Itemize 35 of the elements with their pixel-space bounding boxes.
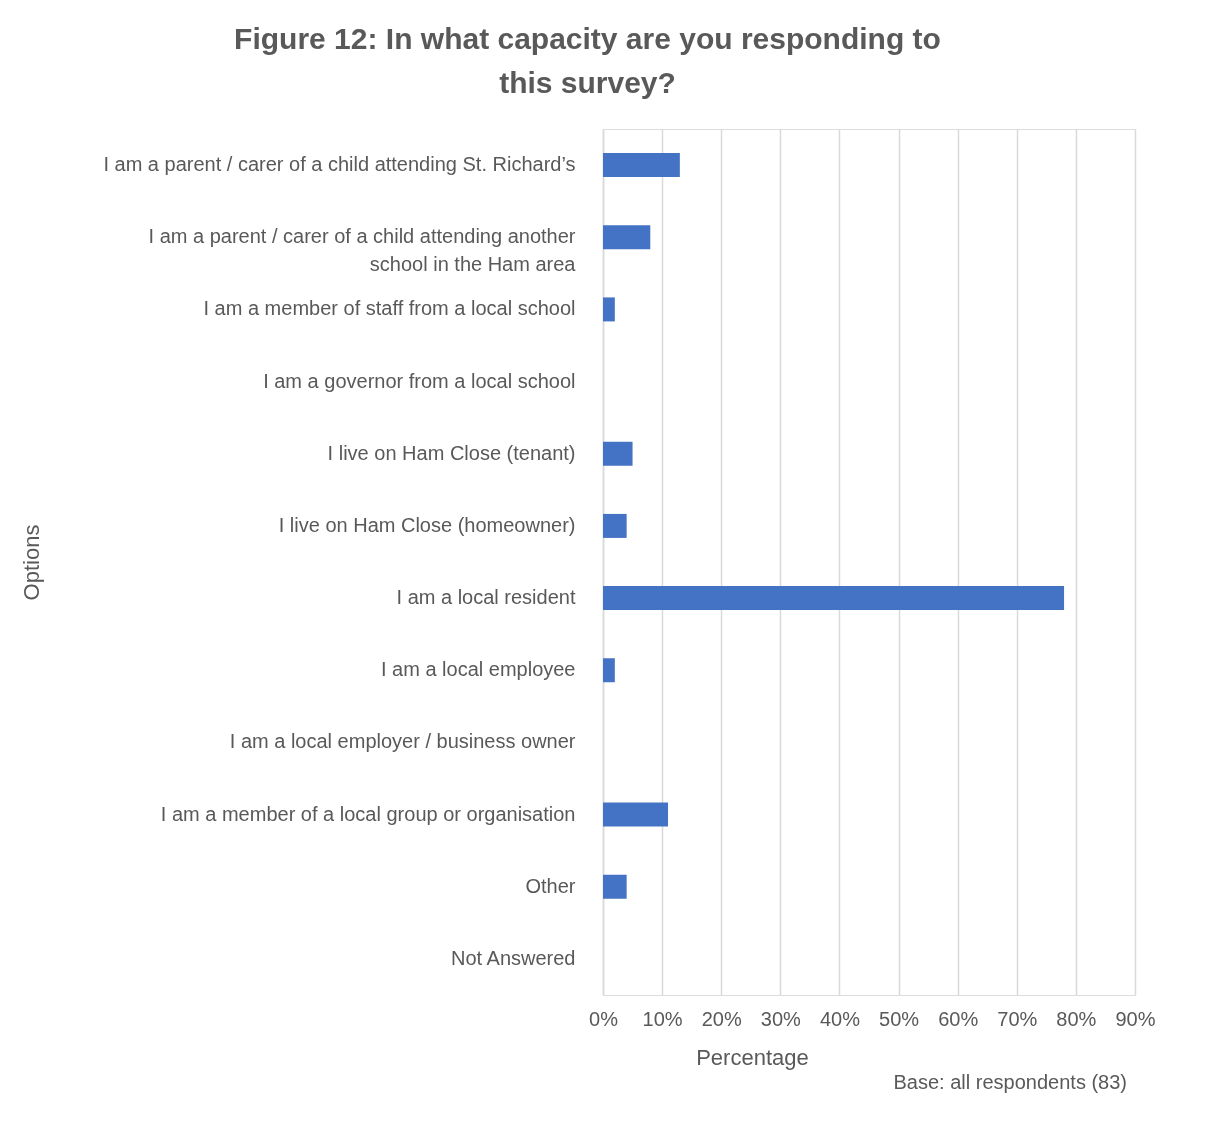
x-axis-title: Percentage — [696, 1044, 809, 1070]
y-tick-label: I am a local employee — [380, 658, 576, 681]
y-tick-label: I am a parent / carer of a child attending St. Richard’s — [103, 153, 576, 176]
bar — [603, 153, 680, 178]
y-tick-label: I am a local resident — [396, 586, 576, 609]
x-tick-label: 10% — [642, 1007, 683, 1030]
bar — [603, 297, 615, 322]
x-tick-label: 90% — [1115, 1007, 1156, 1030]
bar — [603, 586, 1065, 611]
y-axis-title: Options — [18, 524, 44, 601]
x-tick-label: 70% — [997, 1007, 1038, 1030]
y-tick-label: Not Answered — [450, 946, 576, 969]
y-tick-label: I am a governor from a local school — [263, 369, 576, 392]
bar — [603, 441, 633, 466]
y-tick-label: I live on Ham Close (homeowner) — [278, 513, 576, 536]
y-tick-label: I live on Ham Close (tenant) — [327, 441, 576, 464]
x-tick-label: 80% — [1056, 1007, 1097, 1030]
x-tick-label: 30% — [760, 1007, 802, 1030]
x-tick-label: 60% — [938, 1007, 979, 1030]
bar — [603, 802, 669, 827]
x-tick-label: 0% — [589, 1007, 619, 1030]
x-tick-label: 50% — [879, 1007, 920, 1030]
bar — [603, 658, 615, 683]
y-tick-label: I am a member of a local group or organisation — [160, 802, 576, 825]
y-tick-label: Other — [525, 874, 576, 897]
bar — [603, 225, 651, 250]
y-tick-label: I am a member of staff from a local school — [203, 297, 576, 320]
bar — [603, 874, 627, 899]
y-tick-label: I am a local employer / business owner — [229, 730, 576, 753]
x-tick-label: 20% — [701, 1007, 742, 1030]
text: Base: all respondents (83) — [893, 1071, 1127, 1093]
chart-title: Figure 12: In what capacity are you responding to this survey? — [234, 22, 941, 99]
x-tick-label: 40% — [819, 1007, 861, 1030]
y-tick-label: I am a parent / carer of a child attending another school in the Ham area — [148, 225, 577, 276]
bar — [603, 513, 627, 538]
